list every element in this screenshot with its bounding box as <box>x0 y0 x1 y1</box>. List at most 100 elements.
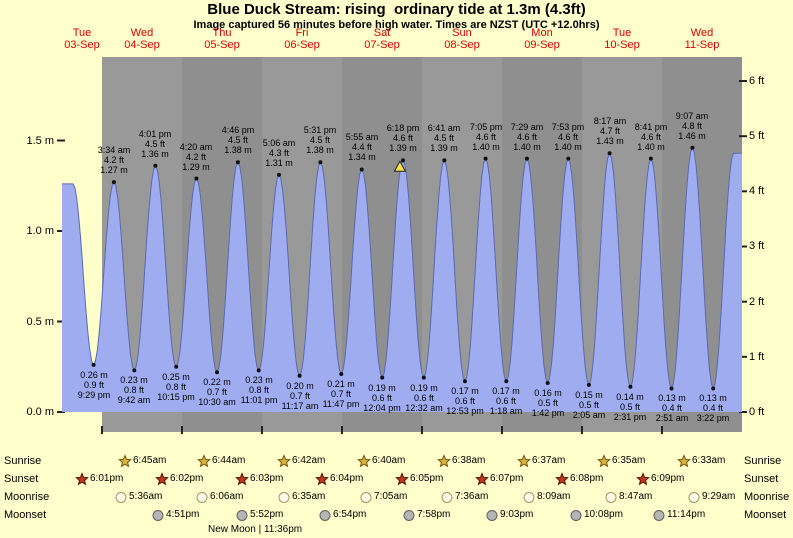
sunset-star-icon <box>75 472 89 486</box>
astro-time: 7:58pm <box>417 509 451 520</box>
low-tide-annotation: 0.19 m 0.6 ft 12:04 pm <box>363 383 401 413</box>
low-tide-annotation: 0.20 m 0.7 ft 11:17 am <box>281 381 319 411</box>
day-label: Sat 07-Sep <box>364 27 400 51</box>
astro-time: 6:03pm <box>250 473 284 484</box>
low-tide-annotation: 0.13 m 0.4 ft 2:51 am <box>655 393 689 423</box>
moonrise-icon <box>196 492 208 503</box>
high-tide-annotation: 4:01 pm 4.5 ft 1.36 m <box>138 129 172 159</box>
moonrise-icon <box>605 492 617 503</box>
moonrise-event: 8:47am <box>604 490 652 504</box>
y-axis-label-right: 4 ft <box>749 185 765 197</box>
moonset-event: 4:51pm <box>151 508 199 522</box>
sunset-star-icon <box>395 472 409 486</box>
low-tide-annotation: 0.26 m 0.9 ft 9:29 pm <box>77 370 111 400</box>
tide-area <box>62 147 742 412</box>
moonrise-event: 6:06am <box>195 490 243 504</box>
moonrise-event: 5:36am <box>114 490 162 504</box>
sunrise-event: 6:37am <box>517 454 565 468</box>
sunset-event: 6:03pm <box>235 472 283 486</box>
astro-time: 6:05pm <box>410 473 444 484</box>
current-tide-marker-icon <box>393 160 407 172</box>
astro-time: 6:54pm <box>333 509 367 520</box>
low-tide-annotation: 0.13 m 0.4 ft 3:22 pm <box>696 393 730 423</box>
high-tide-annotation: 7:53 pm 4.6 ft 1.40 m <box>551 122 585 152</box>
moonset-icon <box>486 510 498 521</box>
sunset-star-icon <box>636 472 650 486</box>
astro-time: 6:02pm <box>170 473 204 484</box>
high-tide-annotation: 5:55 am 4.4 ft 1.34 m <box>345 132 379 162</box>
sunset-event: 6:01pm <box>75 472 123 486</box>
astro-time: 7:36am <box>455 491 489 502</box>
astro-time: 10:08pm <box>584 509 623 520</box>
astro-time: 6:04pm <box>330 473 364 484</box>
sunset-star-icon <box>475 472 489 486</box>
high-tide-annotation: 8:17 am 4.7 ft 1.43 m <box>593 116 627 146</box>
moonrise-icon <box>441 492 453 503</box>
sunrise-star-icon <box>677 454 691 468</box>
chart-subtitle: Image captured 56 minutes before high wa… <box>193 19 600 31</box>
sunrise-event: 6:40am <box>357 454 405 468</box>
high-tide-annotation: 4:46 pm 4.5 ft 1.38 m <box>221 125 255 155</box>
sunrise-event: 6:35am <box>597 454 645 468</box>
moonset-event: 6:54pm <box>318 508 366 522</box>
low-tide-annotation: 0.23 m 0.8 ft 9:42 am <box>117 375 151 405</box>
low-tide-annotation: 0.19 m 0.6 ft 12:32 am <box>405 383 443 413</box>
day-label: Thu 05-Sep <box>204 27 240 51</box>
day-label: Fri 06-Sep <box>284 27 320 51</box>
sunset-row-label-left: Sunset <box>4 473 39 485</box>
sunrise-star-icon <box>437 454 451 468</box>
sunrise-row-label-left: Sunrise <box>4 455 42 467</box>
moonset-icon <box>319 510 331 521</box>
y-axis-label-right: 1 ft <box>749 351 765 363</box>
astro-time: 6:35am <box>612 455 646 466</box>
moonset-event: 10:08pm <box>569 508 623 522</box>
moonset-icon <box>152 510 164 521</box>
moonrise-event: 7:05am <box>359 490 407 504</box>
moonset-icon <box>236 510 248 521</box>
moonrise-icon <box>360 492 372 503</box>
y-axis-label-left: 1.0 m <box>26 225 54 237</box>
y-axis-label-left: 0.0 m <box>26 406 54 418</box>
moonset-event: 7:58pm <box>402 508 450 522</box>
sunset-star-icon <box>155 472 169 486</box>
y-axis-label-right: 5 ft <box>749 130 765 142</box>
sunset-event: 6:07pm <box>475 472 523 486</box>
day-label: Tue 03-Sep <box>64 27 100 51</box>
tide-extreme-dots <box>91 145 716 391</box>
sunset-event: 6:02pm <box>155 472 203 486</box>
y-axis-label-left: 1.5 m <box>26 135 54 147</box>
low-tide-annotation: 0.14 m 0.5 ft 2:31 pm <box>613 392 647 422</box>
low-tide-annotation: 0.21 m 0.7 ft 11:47 pm <box>322 379 360 409</box>
high-tide-annotation: 9:07 am 4.8 ft 1.46 m <box>675 111 709 141</box>
sunset-event: 6:05pm <box>395 472 443 486</box>
astro-time: 9:03pm <box>500 509 534 520</box>
high-tide-annotation: 3:34 am 4.2 ft 1.27 m <box>97 145 131 175</box>
astro-time: 6:38am <box>452 455 486 466</box>
astro-time: 6:09pm <box>651 473 685 484</box>
astro-time: 6:35am <box>292 491 326 502</box>
astro-time: 8:47am <box>619 491 653 502</box>
astro-time: 6:01pm <box>90 473 124 484</box>
astro-time: 6:42am <box>292 455 326 466</box>
moonrise-row-label-left: Moonrise <box>4 491 50 503</box>
moonset-icon <box>653 510 665 521</box>
sunset-event: 6:04pm <box>315 472 363 486</box>
astro-time: 5:52pm <box>250 509 284 520</box>
low-tide-annotation: 0.22 m 0.7 ft 10:30 am <box>198 377 236 407</box>
y-axis-label-right: 0 ft <box>749 406 765 418</box>
astro-time: 6:40am <box>372 455 406 466</box>
low-tide-annotation: 0.15 m 0.5 ft 2:05 am <box>572 390 606 420</box>
sunrise-event: 6:42am <box>277 454 325 468</box>
moonrise-icon <box>523 492 535 503</box>
astro-time: 9:29am <box>702 491 736 502</box>
y-axis-label-right: 6 ft <box>749 75 765 87</box>
y-axis-label-left: 0.5 m <box>26 316 54 328</box>
sunrise-event: 6:45am <box>118 454 166 468</box>
sunset-star-icon <box>555 472 569 486</box>
low-tide-annotation: 0.16 m 0.5 ft 1:42 pm <box>531 388 565 418</box>
moonset-row-label-right: Moonset <box>744 509 787 521</box>
moonset-icon <box>403 510 415 521</box>
high-tide-annotation: 6:18 pm 4.6 ft 1.39 m <box>386 123 420 153</box>
astro-time: 6:08pm <box>570 473 604 484</box>
